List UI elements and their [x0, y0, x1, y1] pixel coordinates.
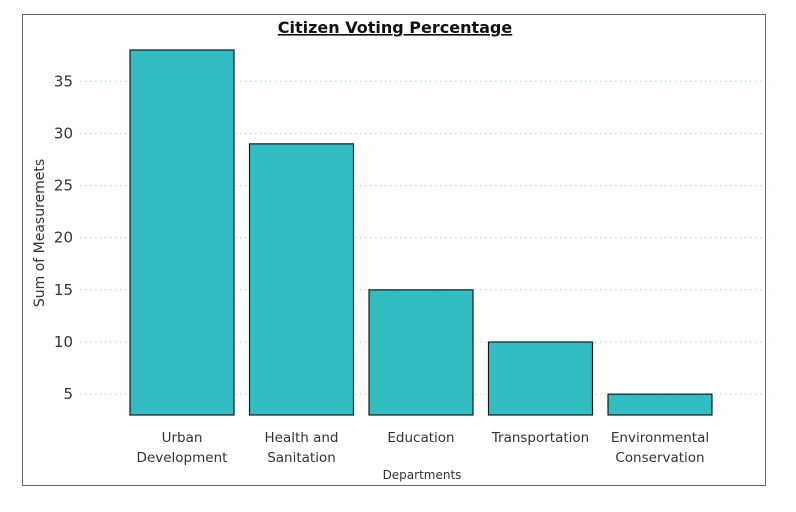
y-tick-label: 35	[54, 72, 73, 90]
x-category-label: Sanitation	[267, 450, 336, 466]
y-tick-label: 5	[63, 385, 73, 403]
x-category-label: Development	[137, 450, 228, 466]
y-tick-label: 25	[54, 177, 73, 195]
x-category-label: Education	[387, 430, 454, 446]
y-axis-label: Sum of Measuremets	[32, 159, 48, 307]
chart-title: Citizen Voting Percentage	[278, 18, 513, 37]
bar-2[interactable]	[368, 289, 474, 416]
y-tick-label: 10	[54, 333, 73, 351]
bar-0[interactable]	[129, 49, 235, 416]
y-tick-labels: 5 10 15 20 25 30 35	[54, 72, 73, 403]
x-category-label: Environmental	[611, 430, 709, 446]
x-category-label: Urban	[162, 430, 203, 446]
y-tick-label: 15	[54, 281, 73, 299]
bar-1[interactable]	[248, 143, 355, 416]
bar-4[interactable]	[607, 393, 713, 416]
y-tick-label: 20	[54, 229, 73, 247]
x-axis-label: Departments	[383, 468, 462, 482]
bar-3[interactable]	[487, 341, 594, 416]
y-tick-label: 30	[54, 124, 73, 142]
bars	[129, 49, 713, 416]
x-category-labels: Urban Development Health and Sanitation Educ…	[137, 430, 710, 466]
x-category-label: Conservation	[615, 450, 704, 466]
x-category-label: Health and	[264, 430, 338, 446]
x-category-label: Transportation	[491, 430, 589, 446]
